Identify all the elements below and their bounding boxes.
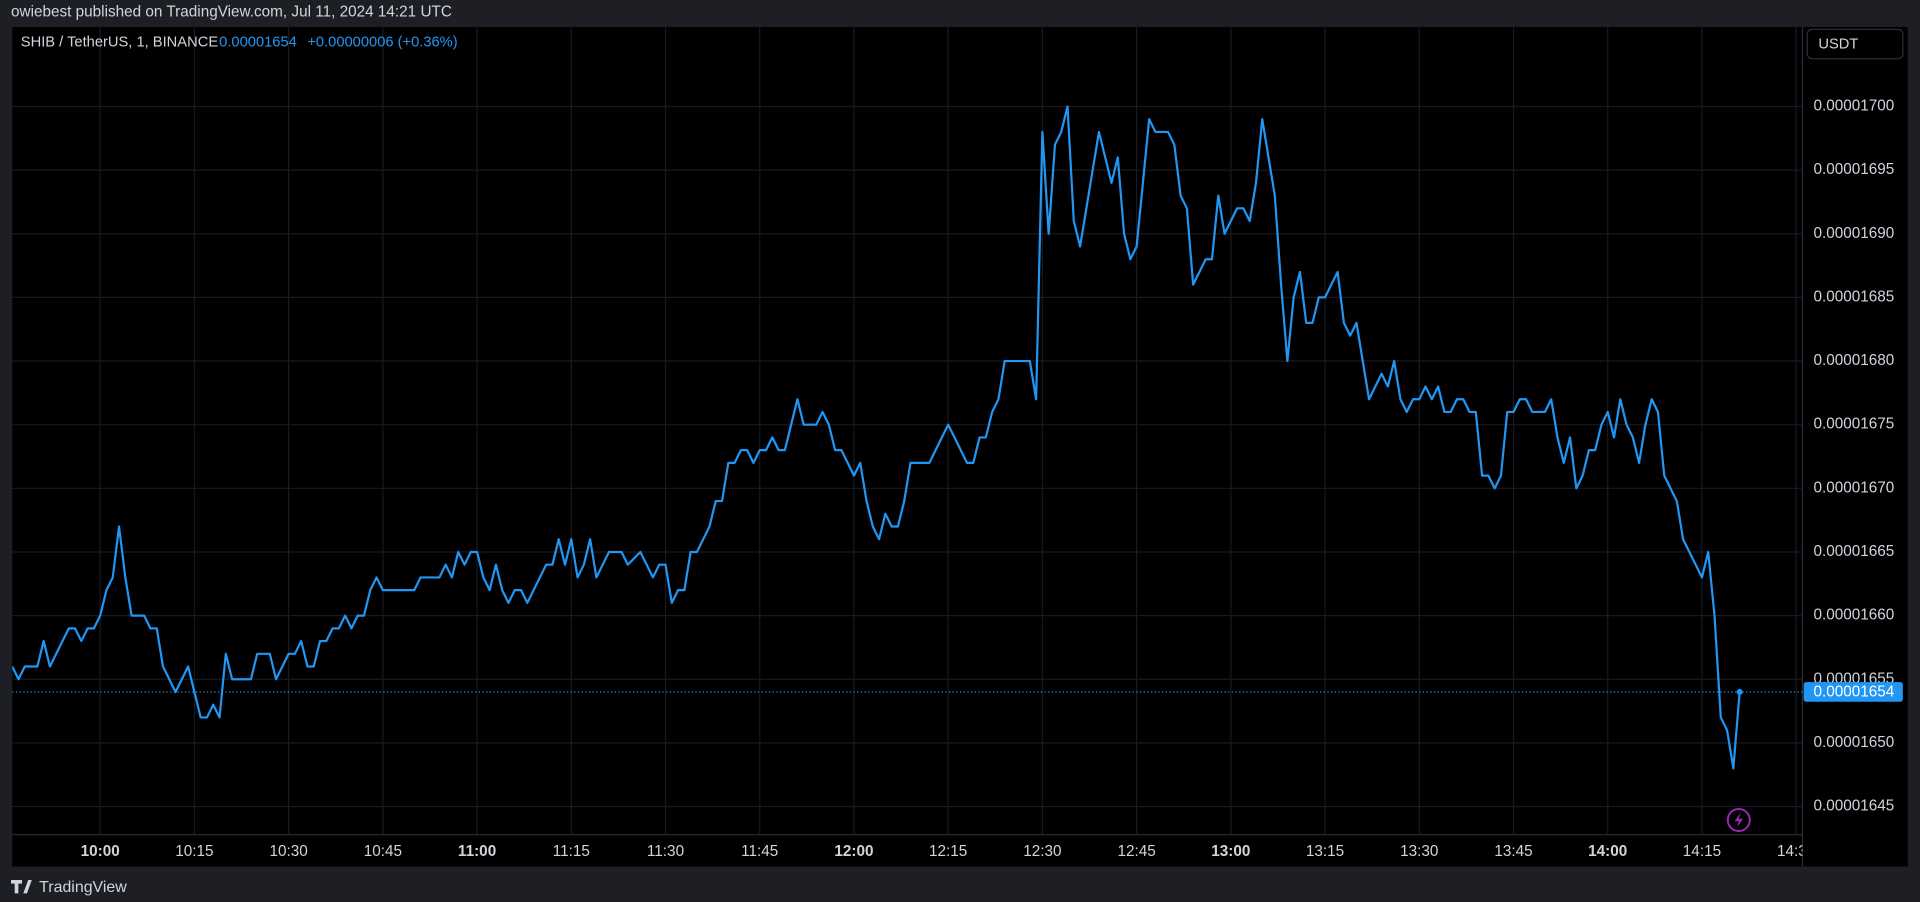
x-tick-label: 13:30 bbox=[1400, 843, 1438, 860]
legend-symbol: SHIB / TetherUS, 1, BINANCE bbox=[21, 35, 219, 51]
x-tick-label: 10:45 bbox=[364, 843, 402, 860]
x-tick-label: 10:15 bbox=[175, 843, 213, 860]
y-tick-label: 0.00001660 bbox=[1813, 607, 1894, 624]
y-tick-label: 0.00001675 bbox=[1813, 416, 1894, 433]
x-tick-label: 13:00 bbox=[1211, 843, 1250, 860]
plot bbox=[12, 105, 1803, 770]
x-tick-label: 11:30 bbox=[647, 843, 684, 860]
x-tick-label: 11:15 bbox=[553, 843, 590, 860]
currency-button[interactable] bbox=[1806, 28, 1904, 60]
price-line bbox=[12, 105, 1741, 770]
brand-logo: TradingView bbox=[11, 879, 127, 896]
price-axis: 0.000016450.000016500.000016550.00001660… bbox=[1803, 98, 1903, 815]
y-tick-label: 0.00001680 bbox=[1813, 352, 1894, 369]
y-tick-label: 0.00001650 bbox=[1813, 734, 1894, 751]
x-tick-label: 11:45 bbox=[741, 843, 778, 860]
y-tick-label: 0.00001670 bbox=[1813, 479, 1894, 496]
time-axis: 10:00 10:15 10:30 10:45 11:00 11:15 11:30 11:45… bbox=[81, 843, 1815, 860]
legend-price: 0.00001654 bbox=[219, 35, 297, 51]
x-tick-label: 14:00 bbox=[1588, 843, 1627, 860]
x-tick-label: 13:45 bbox=[1494, 843, 1532, 860]
y-tick-label: 0.00001700 bbox=[1813, 98, 1894, 115]
last-price-tag bbox=[1803, 682, 1903, 702]
published-line: owiebest published on TradingView.com, J… bbox=[11, 3, 452, 20]
y-tick-label: 0.00001665 bbox=[1813, 543, 1894, 560]
y-tick-label: 0.00001685 bbox=[1813, 288, 1894, 305]
brand-name: TradingView bbox=[39, 879, 127, 896]
x-tick-label: 10:00 bbox=[81, 843, 120, 860]
x-tick-label: 11:00 bbox=[458, 843, 496, 860]
currency-label[interactable]: USDT bbox=[1818, 37, 1858, 53]
x-tick-label: 14:15 bbox=[1683, 843, 1721, 860]
last-point bbox=[1736, 688, 1743, 696]
y-tick-label: 0.00001695 bbox=[1813, 161, 1894, 178]
x-tick-label: 12:45 bbox=[1117, 843, 1155, 860]
x-tick-label: 14:30 bbox=[1777, 843, 1815, 860]
x-tick-label: 12:30 bbox=[1023, 843, 1061, 860]
x-tick-label: 10:30 bbox=[269, 843, 307, 860]
x-tick-label: 12:15 bbox=[929, 843, 967, 860]
last-price-label: 0.00001654 bbox=[1813, 684, 1894, 701]
y-tick-label: 0.00001690 bbox=[1813, 225, 1894, 242]
x-tick-label: 12:00 bbox=[834, 843, 873, 860]
lightning-icon[interactable] bbox=[1726, 808, 1751, 832]
y-tick-label: 0.00001645 bbox=[1813, 798, 1894, 815]
legend-change: +0.00000006 (+0.36%) bbox=[307, 35, 457, 51]
x-tick-label: 13:15 bbox=[1306, 843, 1344, 860]
